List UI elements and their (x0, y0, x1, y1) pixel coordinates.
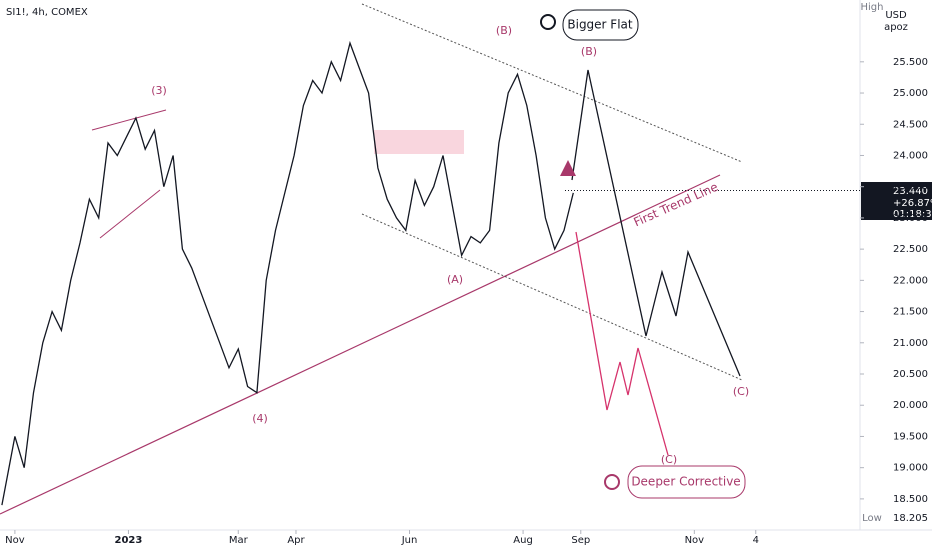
high-label: High (861, 2, 884, 13)
x-tick-label: Apr (287, 535, 305, 546)
annotation: (B) (581, 45, 597, 58)
y-tick-label: 24.000 (893, 150, 928, 161)
y-tick-label: 19.500 (893, 431, 928, 442)
last-price: 23.440 (893, 186, 928, 197)
x-tick-label: Sep (571, 535, 590, 546)
currency: USD (885, 10, 907, 21)
projection-path (571, 69, 741, 377)
symbol-title: SI1!, 4h, COMEX (6, 7, 88, 18)
y-tick-label: 21.500 (893, 307, 928, 318)
price-label-bg (861, 182, 932, 220)
y-tick-label: 18.500 (893, 494, 928, 505)
y-tick-label: 25.000 (893, 88, 928, 99)
trend-line (0, 174, 721, 515)
price-line (1, 40, 574, 506)
annotation: Bigger Flat (567, 18, 633, 32)
x-tick-label: Mar (229, 535, 249, 546)
y-tick-label: 20.500 (893, 369, 928, 380)
bulb-icon (540, 14, 556, 30)
projection-path (575, 231, 669, 456)
low-label: Low (862, 513, 882, 524)
x-tick-label: 2023 (115, 535, 143, 546)
wedge-line (91, 109, 167, 131)
x-tick-label: Jun (401, 535, 418, 546)
annotation: Deeper Corrective (631, 475, 740, 489)
y-tick-label: 23.000 (893, 213, 928, 224)
callout-box (562, 9, 639, 41)
x-tick-label: Aug (513, 535, 533, 546)
y-tick-label: 20.000 (893, 400, 928, 411)
annotation: (C) (733, 385, 749, 398)
x-tick-label: 4 (753, 535, 759, 546)
callout-box (627, 465, 746, 499)
scale-mode: apoz (884, 22, 908, 33)
channel-line (361, 3, 743, 163)
zone-box (374, 130, 464, 154)
y-tick-label: 24.500 (893, 119, 928, 130)
annotation: (3) (151, 84, 167, 97)
channel-line (361, 213, 743, 381)
warning-icon (560, 160, 576, 176)
annotation: (4) (252, 412, 268, 425)
y-tick-label: 22.000 (893, 275, 928, 286)
x-tick-label: Nov (5, 535, 25, 546)
y-tick-label: 21.000 (893, 338, 928, 349)
y-tick-label: 19.000 (893, 463, 928, 474)
annotation: (B) (496, 24, 512, 37)
change: +26.87% (893, 198, 932, 209)
drawings (0, 3, 743, 515)
wedge-line (99, 189, 161, 239)
bulb-icon (604, 474, 620, 490)
y-tick-label: 22.500 (893, 244, 928, 255)
y-tick-label: 25.500 (893, 57, 928, 68)
annotation: (C) (661, 453, 677, 466)
countdown: 01:18:30 (893, 209, 932, 220)
low-value: 18.205 (893, 513, 928, 524)
x-tick-label: Nov (685, 535, 705, 546)
y-tick-label: 23.500 (893, 182, 928, 193)
annotation: (A) (447, 273, 463, 286)
